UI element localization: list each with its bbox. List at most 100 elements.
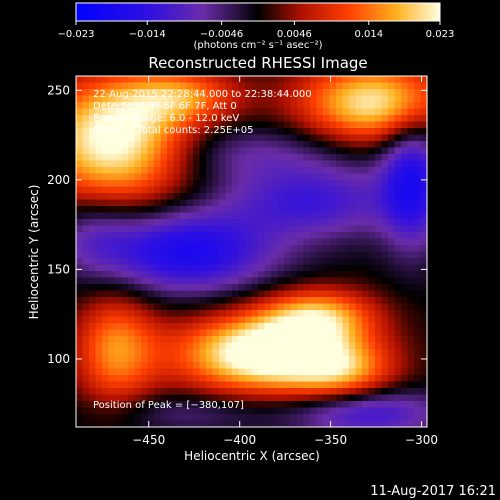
heatmap-cell xyxy=(128,368,136,376)
heatmap-cell xyxy=(375,303,383,311)
heatmap-cell xyxy=(108,414,116,422)
heatmap-cell xyxy=(290,134,298,142)
heatmap-cell xyxy=(271,355,279,363)
heatmap-cell xyxy=(329,284,337,292)
heatmap-cell xyxy=(297,238,305,246)
heatmap-cell xyxy=(323,167,331,175)
heatmap-cell xyxy=(258,420,266,428)
heatmap-cell xyxy=(121,121,129,129)
heatmap-cell xyxy=(128,264,136,272)
heatmap-cell xyxy=(277,121,285,129)
heatmap-cell xyxy=(193,394,201,402)
heatmap-cell xyxy=(401,186,409,194)
heatmap-cell xyxy=(128,121,136,129)
heatmap-cell xyxy=(381,316,389,324)
heatmap-cell xyxy=(381,264,389,272)
heatmap-cell xyxy=(368,173,376,181)
heatmap-cell xyxy=(102,225,110,233)
heatmap-cell xyxy=(238,420,246,428)
heatmap-cell xyxy=(342,394,350,402)
heatmap-cell xyxy=(349,232,357,240)
heatmap-cell xyxy=(264,303,272,311)
heatmap-cell xyxy=(245,95,253,103)
heatmap-cell xyxy=(310,414,318,422)
heatmap-cell xyxy=(225,108,233,116)
heatmap-cell xyxy=(316,167,324,175)
heatmap-cell xyxy=(368,95,376,103)
heatmap-cell xyxy=(264,368,272,376)
heatmap-cell xyxy=(388,134,396,142)
heatmap-cell xyxy=(121,401,129,409)
heatmap-cell xyxy=(167,173,175,181)
heatmap-cell xyxy=(388,219,396,227)
heatmap-cell xyxy=(193,160,201,168)
heatmap-cell xyxy=(193,199,201,207)
heatmap-cell xyxy=(290,336,298,344)
heatmap-cell xyxy=(394,89,402,97)
heatmap-cell xyxy=(167,316,175,324)
heatmap-cell xyxy=(349,271,357,279)
x-tick-label: −350 xyxy=(314,433,347,447)
heatmap-cell xyxy=(388,401,396,409)
heatmap-cell xyxy=(199,303,207,311)
heatmap-cell xyxy=(290,297,298,305)
heatmap-cell xyxy=(199,284,207,292)
heatmap-cell xyxy=(394,271,402,279)
heatmap-cell xyxy=(264,258,272,266)
heatmap-cell xyxy=(336,414,344,422)
colorbar-tick-label: −0.014 xyxy=(129,29,166,40)
heatmap-cell xyxy=(232,212,240,220)
heatmap-cell xyxy=(128,329,136,337)
heatmap-cell xyxy=(206,134,214,142)
heatmap-cell xyxy=(258,401,266,409)
heatmap-cell xyxy=(167,115,175,123)
heatmap-cell xyxy=(173,264,181,272)
heatmap-cell xyxy=(147,167,155,175)
heatmap-cell xyxy=(108,297,116,305)
heatmap-cell xyxy=(238,121,246,129)
heatmap-cell xyxy=(323,271,331,279)
heatmap-cell xyxy=(167,199,175,207)
heatmap-cell xyxy=(89,89,97,97)
heatmap-cell xyxy=(277,342,285,350)
heatmap-cell xyxy=(290,212,298,220)
heatmap-cell xyxy=(303,186,311,194)
heatmap-cell xyxy=(284,349,292,357)
heatmap-cell xyxy=(297,115,305,123)
heatmap-cell xyxy=(160,368,168,376)
heatmap-cell xyxy=(173,108,181,116)
heatmap-cell xyxy=(95,258,103,266)
heatmap-cell xyxy=(199,362,207,370)
heatmap-cell xyxy=(76,89,84,97)
heatmap-cell xyxy=(167,134,175,142)
heatmap-cell xyxy=(290,232,298,240)
heatmap-cell xyxy=(245,420,253,428)
heatmap-cell xyxy=(193,375,201,383)
heatmap-cell xyxy=(76,303,84,311)
heatmap-cell xyxy=(134,355,142,363)
heatmap-cell xyxy=(212,303,220,311)
heatmap-cell xyxy=(355,115,363,123)
heatmap-cell xyxy=(297,349,305,357)
heatmap-cell xyxy=(323,349,331,357)
heatmap-cell xyxy=(89,102,97,110)
heatmap-cell xyxy=(89,238,97,246)
heatmap-cell xyxy=(375,82,383,90)
heatmap-cell xyxy=(89,323,97,331)
heatmap-cell xyxy=(245,180,253,188)
heatmap-cell xyxy=(329,212,337,220)
heatmap-cell xyxy=(284,212,292,220)
heatmap-cell xyxy=(375,206,383,214)
heatmap-cell xyxy=(414,336,422,344)
heatmap-cell xyxy=(277,323,285,331)
heatmap-cell xyxy=(206,277,214,285)
heatmap-cell xyxy=(407,128,415,136)
heatmap-cell xyxy=(375,284,383,292)
heatmap-cell xyxy=(336,368,344,376)
heatmap-cell xyxy=(381,232,389,240)
heatmap-cell xyxy=(297,258,305,266)
heatmap-cell xyxy=(329,349,337,357)
heatmap-cell xyxy=(115,251,123,259)
heatmap-cell xyxy=(349,206,357,214)
y-tick-label: 150 xyxy=(47,262,70,276)
